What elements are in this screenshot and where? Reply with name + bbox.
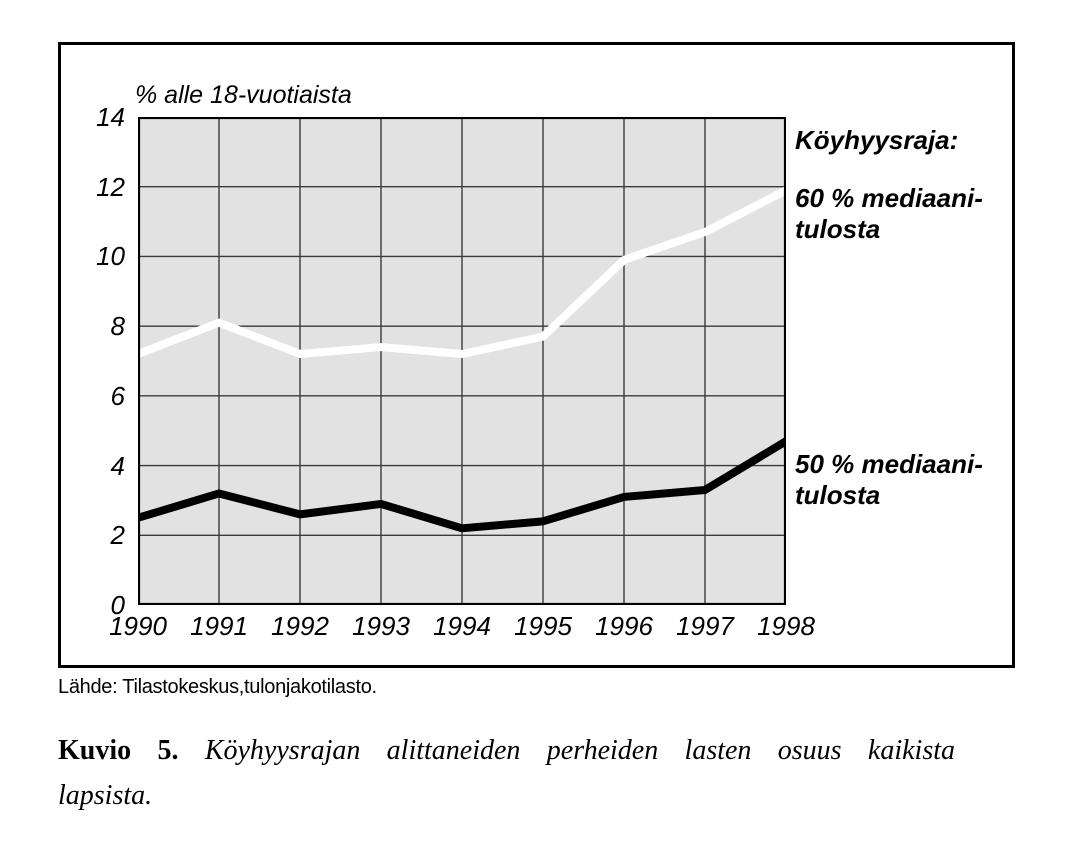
figure-box: % alle 18-vuotiaista 14 12 10 8 6 4 2 0 1990 199… [58, 42, 1015, 668]
legend-label-60-percent-median: 60 % mediaani- tulosta [795, 183, 983, 244]
caption-label: Kuvio 5. [58, 735, 179, 766]
legend-heading: Köyhyysraja: [795, 125, 959, 155]
series-line-50-percent [138, 437, 786, 533]
axis-title: % alle 18-vuotiaista [135, 81, 352, 109]
y-tick-label: 12 [96, 171, 125, 202]
plot-wrap [138, 117, 786, 605]
y-tick-label: 8 [110, 311, 125, 342]
caption-line-1: Kuvio 5. Köyhyysrajan alittaneiden perhe… [58, 728, 955, 773]
caption-text: Köyhyysrajan alittaneiden perheiden last… [204, 735, 955, 766]
plot-area [138, 117, 786, 605]
x-tick-label: 1990 [109, 611, 167, 641]
y-tick-label: 2 [110, 520, 125, 551]
series-line-60-percent [138, 186, 786, 359]
figure-caption: Kuvio 5. Köyhyysrajan alittaneiden perhe… [58, 728, 955, 818]
y-tick-label: 14 [96, 102, 125, 132]
x-tick-label: 1996 [595, 611, 653, 641]
caption-line-2: lapsista. [58, 780, 153, 811]
plot-border [138, 117, 786, 605]
x-tick-label: 1995 [514, 611, 572, 641]
y-tick-label: 4 [110, 450, 125, 481]
x-tick-label: 1991 [190, 611, 248, 641]
legend-label-50-percent-median: 50 % mediaani- tulosta [795, 449, 983, 510]
x-tick-label: 1992 [271, 611, 329, 641]
x-tick-label: 1998 [757, 611, 815, 641]
y-tick-label: 0 [110, 590, 125, 620]
y-tick-label: 10 [96, 241, 125, 272]
x-tick-label: 1993 [352, 611, 410, 641]
source-line: Lähde: Tilastokeskus,tulonjakotilasto. [58, 676, 377, 698]
y-tick-label: 6 [110, 380, 125, 411]
x-tick-label: 1997 [676, 611, 734, 641]
x-tick-label: 1994 [433, 611, 491, 641]
